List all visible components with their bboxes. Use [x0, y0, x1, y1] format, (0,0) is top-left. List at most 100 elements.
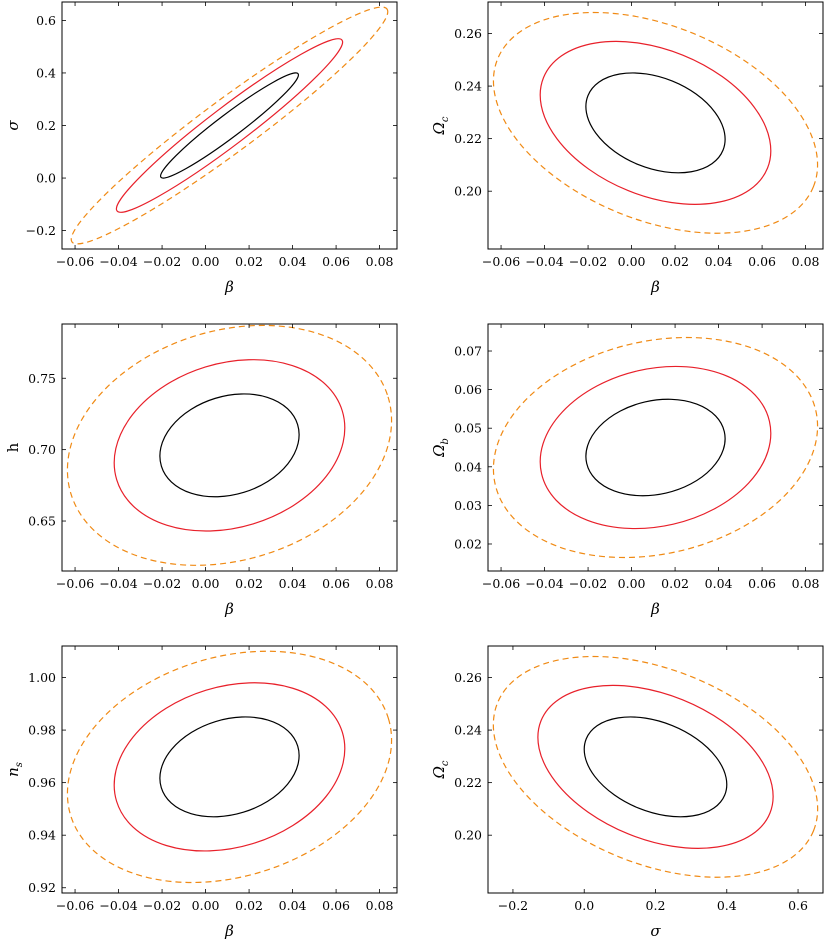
x-tick-label: 0.02	[235, 898, 263, 913]
contour-2sigma	[115, 38, 344, 213]
x-tick-label: 0.02	[235, 254, 263, 269]
x-tick-label: 0.06	[748, 576, 776, 591]
x-tick-label: −0.02	[143, 576, 181, 591]
contour-1sigma	[159, 716, 300, 818]
contour-2sigma	[539, 365, 772, 530]
y-tick-label: 1.00	[28, 670, 56, 685]
x-tick-label: 0.0	[574, 898, 594, 913]
x-tick-label: −0.02	[143, 254, 181, 269]
contour-3sigma	[492, 655, 819, 878]
x-tick-label: −0.04	[99, 254, 137, 269]
contour-1sigma	[583, 716, 728, 818]
y-tick-label: 0.94	[28, 828, 56, 843]
y-tick-label: 0.24	[454, 723, 482, 738]
x-axis-label: σ	[650, 922, 661, 940]
plot-frame	[487, 323, 824, 572]
x-tick-label: −0.06	[482, 254, 520, 269]
y-tick-label: 0.22	[454, 775, 482, 790]
y-tick-label: 0.04	[454, 459, 482, 474]
contour-2sigma	[113, 359, 346, 532]
x-tick-label: 0.08	[792, 576, 820, 591]
x-tick-label: −0.2	[498, 898, 528, 913]
x-tick-label: 0.08	[792, 254, 820, 269]
x-axis-label: β	[224, 278, 234, 296]
y-tick-label: 0.6	[36, 13, 56, 28]
x-tick-label: −0.04	[525, 254, 563, 269]
contour-3sigma	[492, 11, 819, 234]
x-tick-label: −0.04	[99, 898, 137, 913]
y-tick-label: −0.2	[26, 223, 56, 238]
x-tick-label: 0.04	[279, 254, 307, 269]
x-tick-label: 0.08	[366, 898, 394, 913]
x-tick-label: 0.00	[192, 254, 220, 269]
x-tick-label: 0.00	[192, 576, 220, 591]
x-tick-label: −0.06	[56, 576, 94, 591]
x-axis-label: β	[650, 278, 660, 296]
x-tick-label: −0.02	[569, 576, 607, 591]
x-tick-label: 0.4	[717, 898, 737, 913]
y-tick-label: 0.20	[454, 828, 482, 843]
y-tick-label: 0.03	[454, 498, 482, 513]
x-tick-label: −0.02	[143, 898, 181, 913]
y-tick-label: 0.4	[36, 65, 56, 80]
x-tick-label: 0.04	[279, 576, 307, 591]
x-tick-label: 0.06	[748, 254, 776, 269]
x-tick-label: −0.06	[482, 576, 520, 591]
y-axis-label: Ωc	[430, 116, 451, 135]
y-tick-label: 0.2	[36, 118, 56, 133]
x-tick-label: 0.02	[661, 576, 689, 591]
y-tick-label: 0.24	[454, 79, 482, 94]
plot-frame	[487, 1, 824, 250]
y-tick-label: 0.02	[454, 536, 482, 551]
x-tick-label: −0.06	[56, 254, 94, 269]
x-tick-label: 0.6	[788, 898, 808, 913]
y-tick-label: 0.26	[454, 670, 482, 685]
x-axis-label: β	[224, 922, 234, 940]
contour-1sigma	[585, 398, 726, 497]
plot-frame	[61, 323, 398, 572]
y-axis-label: h	[4, 442, 22, 452]
x-tick-label: 0.00	[618, 254, 646, 269]
contour-1sigma	[159, 393, 300, 498]
plot-frame	[487, 645, 824, 894]
x-tick-label: −0.04	[525, 576, 563, 591]
x-axis-label: β	[224, 600, 234, 618]
x-tick-label: 0.04	[705, 254, 733, 269]
y-tick-label: 0.65	[28, 514, 56, 529]
x-tick-label: 0.08	[366, 576, 394, 591]
x-tick-label: 0.00	[192, 898, 220, 913]
contour-3sigma	[66, 324, 393, 566]
contour-3sigma	[70, 6, 389, 245]
x-axis-label: β	[650, 600, 660, 618]
x-tick-label: −0.04	[99, 576, 137, 591]
y-tick-label: 0.06	[454, 382, 482, 397]
y-tick-label: 0.70	[28, 442, 56, 457]
contour-2sigma	[113, 682, 346, 852]
contour-panel: −0.06 −0.04 −0.02 0.00 0.02 0.04 0.06 0.08 0.20 0…	[430, 1, 824, 296]
x-tick-label: 0.02	[661, 254, 689, 269]
y-axis-label: σ	[4, 120, 22, 131]
y-tick-label: 0.98	[28, 723, 56, 738]
x-tick-label: −0.06	[56, 898, 94, 913]
x-tick-label: −0.02	[569, 254, 607, 269]
x-tick-label: 0.04	[279, 898, 307, 913]
y-axis-label: Ωb	[430, 438, 451, 458]
contour-panel: −0.2 0.0 0.2 0.4 0.6 0.20 0.22 0.24 0.26 σ Ωc	[430, 645, 824, 940]
y-tick-label: 0.07	[454, 344, 482, 359]
x-tick-label: 0.06	[322, 898, 350, 913]
y-tick-label: 0.75	[28, 371, 56, 386]
contour-2sigma	[537, 684, 774, 849]
y-tick-label: 0.22	[454, 131, 482, 146]
y-axis-label: Ωc	[430, 760, 451, 779]
y-tick-label: 0.0	[36, 171, 56, 186]
x-tick-label: 0.02	[235, 576, 263, 591]
y-tick-label: 0.05	[454, 421, 482, 436]
x-tick-label: 0.04	[705, 576, 733, 591]
y-axis-label: ns	[4, 762, 25, 777]
contour-1sigma	[585, 72, 726, 174]
x-tick-label: 0.06	[322, 576, 350, 591]
plot-frame	[61, 1, 398, 250]
contour-1sigma	[159, 72, 300, 179]
y-tick-label: 0.96	[28, 775, 56, 790]
